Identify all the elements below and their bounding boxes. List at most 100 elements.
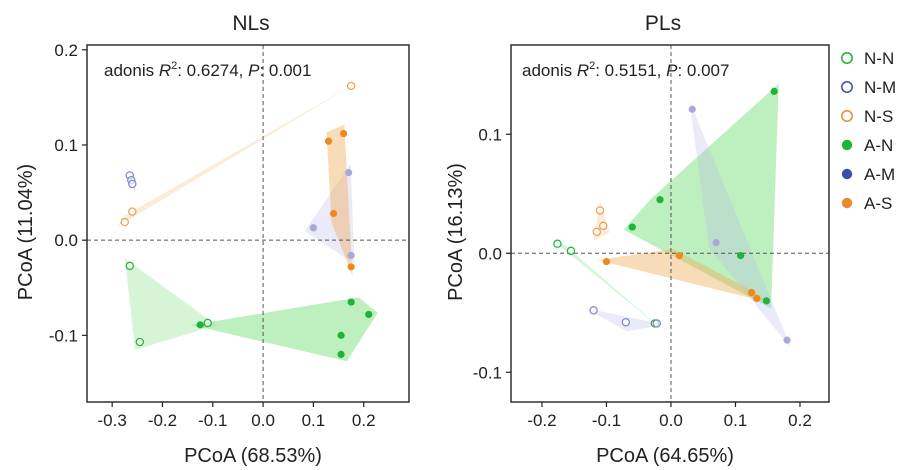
x-tick-label: -0.2: [148, 411, 177, 430]
chart-title-pls: PLs: [645, 12, 681, 35]
data-point-a-n: [337, 350, 345, 358]
x-tick-label: 0.0: [659, 411, 683, 430]
data-point-a-n: [628, 223, 636, 231]
legend-item-n-n: N-N: [841, 49, 894, 68]
x-tick-label: -0.2: [527, 411, 556, 430]
legend: N-N N-M N-S A-N A-M A-S: [841, 49, 896, 213]
data-point-a-n: [656, 196, 664, 204]
adonis-r2-value: : 0.6274,: [177, 61, 248, 80]
data-point-a-s: [753, 294, 761, 303]
data-point-n-s: [346, 81, 356, 91]
data-point-n-n: [566, 246, 576, 256]
adonis-p-label: P: [666, 61, 678, 80]
data-point-a-s: [329, 209, 338, 218]
hull-a-n: [191, 297, 378, 362]
data-point-a-s: [324, 137, 333, 145]
hull-n-s: [117, 81, 359, 227]
hull-a-m: [689, 100, 792, 349]
legend-marker: [841, 197, 853, 209]
data-point-a-m: [345, 168, 353, 177]
hull-a-s: [326, 124, 353, 276]
data-point-a-n: [762, 297, 771, 305]
adonis-prefix: adonis: [522, 61, 577, 80]
y-tick-label: -0.1: [473, 363, 502, 382]
data-point-n-m: [652, 319, 661, 328]
data-point-n-m: [589, 306, 598, 315]
x-tick-label: 0.0: [251, 411, 275, 430]
y-tick-label: 0.0: [478, 244, 502, 263]
data-point-a-s: [602, 257, 611, 266]
x-tick-label: 0.2: [788, 411, 812, 430]
data-point-a-m: [712, 238, 720, 247]
y-tick-label: -0.1: [49, 326, 78, 345]
y-tick-label: 0.1: [54, 136, 78, 155]
data-point-n-m: [128, 179, 137, 189]
data-point-a-s: [675, 252, 683, 260]
legend-label: A-M: [864, 165, 895, 184]
legend-item-a-s: A-S: [841, 194, 892, 213]
data-point-a-n: [737, 252, 745, 260]
x-tick-label: -0.1: [592, 411, 621, 430]
x-axis-title-nls: PCoA (68.53%): [184, 445, 322, 467]
x-tick-label: -0.3: [98, 411, 127, 430]
data-point-n-n: [553, 239, 562, 248]
data-point-n-n: [125, 261, 134, 271]
data-point-a-m: [309, 224, 318, 232]
x-tick-label: 0.2: [352, 411, 376, 430]
data-point-n-s: [120, 217, 129, 227]
plot-area-pls: -0.2 -0.1 0.0 0.1 0.2 -0.1 0.0 0.1: [473, 44, 830, 430]
adonis-prefix: adonis: [104, 61, 159, 80]
data-point-n-s: [128, 207, 137, 216]
adonis-p-value: : 0.001: [259, 61, 311, 80]
adonis-r2-label: R: [159, 61, 171, 80]
data-point-a-s: [339, 129, 348, 138]
legend-marker: [841, 168, 853, 180]
legend-item-n-m: N-M: [841, 78, 896, 97]
plot-frame: [86, 44, 410, 403]
adonis-annotation-pls: adonis R2: 0.5151, P: 0.007: [522, 60, 729, 80]
adonis-r2-sup: 2: [171, 60, 177, 72]
data-point-a-m: [347, 251, 355, 259]
data-point-n-s: [592, 227, 601, 237]
y-tick-label: 0.2: [54, 41, 78, 60]
hull-a-m: [304, 163, 355, 264]
adonis-annotation-nls: adonis R2: 0.6274, P: 0.001: [104, 60, 311, 80]
legend-label: N-N: [864, 49, 894, 68]
legend-item-a-m: A-M: [841, 165, 895, 184]
hull-layer: [117, 81, 378, 362]
y-axis-title-nls: PCoA (11.04%): [15, 164, 37, 300]
chart-panel-pls: PLs -0.2 -0.1 0.0 0.1 0.2 -0.1 0.0 0.1 adonis R…: [445, 12, 830, 467]
data-point-n-s: [595, 206, 605, 215]
data-point-a-s: [347, 263, 355, 271]
data-point-a-n: [770, 87, 778, 96]
hull-a-s: [597, 248, 766, 302]
legend-label: N-S: [864, 107, 893, 126]
y-axis-title-pls: PCoA (16.13%): [445, 163, 467, 301]
x-axis-title-pls: PCoA (64.65%): [596, 445, 734, 467]
x-tick-label: 0.1: [724, 411, 748, 430]
legend-item-n-s: N-S: [841, 107, 893, 126]
adonis-r2-value: : 0.5151,: [595, 61, 666, 80]
data-point-a-n: [337, 331, 345, 339]
plot-frame: [510, 44, 830, 403]
legend-marker: [841, 52, 853, 64]
legend-label: N-M: [864, 78, 896, 97]
adonis-r2-sup: 2: [589, 60, 595, 72]
adonis-p-label: P: [248, 61, 260, 80]
x-tick-label: 0.1: [302, 411, 326, 430]
chart-title-nls: NLs: [232, 12, 269, 35]
plot-area-nls: -0.3 -0.2 -0.1 0.0 0.1 0.2 -0.1 0.0 0.1 0.2: [49, 41, 410, 430]
hull-n-n: [124, 258, 217, 350]
data-point-a-m: [783, 336, 791, 344]
adonis-r2-label: R: [577, 61, 589, 80]
data-point-a-n: [347, 298, 355, 306]
data-point-n-s: [599, 221, 608, 231]
data-point-n-n: [135, 337, 145, 347]
data-point-a-n: [365, 310, 373, 319]
y-tick-label: 0.1: [478, 125, 502, 144]
adonis-p-value: : 0.007: [677, 61, 729, 80]
legend-label: A-S: [864, 194, 892, 213]
legend-item-a-n: A-N: [841, 136, 893, 155]
data-point-a-m: [688, 105, 696, 113]
